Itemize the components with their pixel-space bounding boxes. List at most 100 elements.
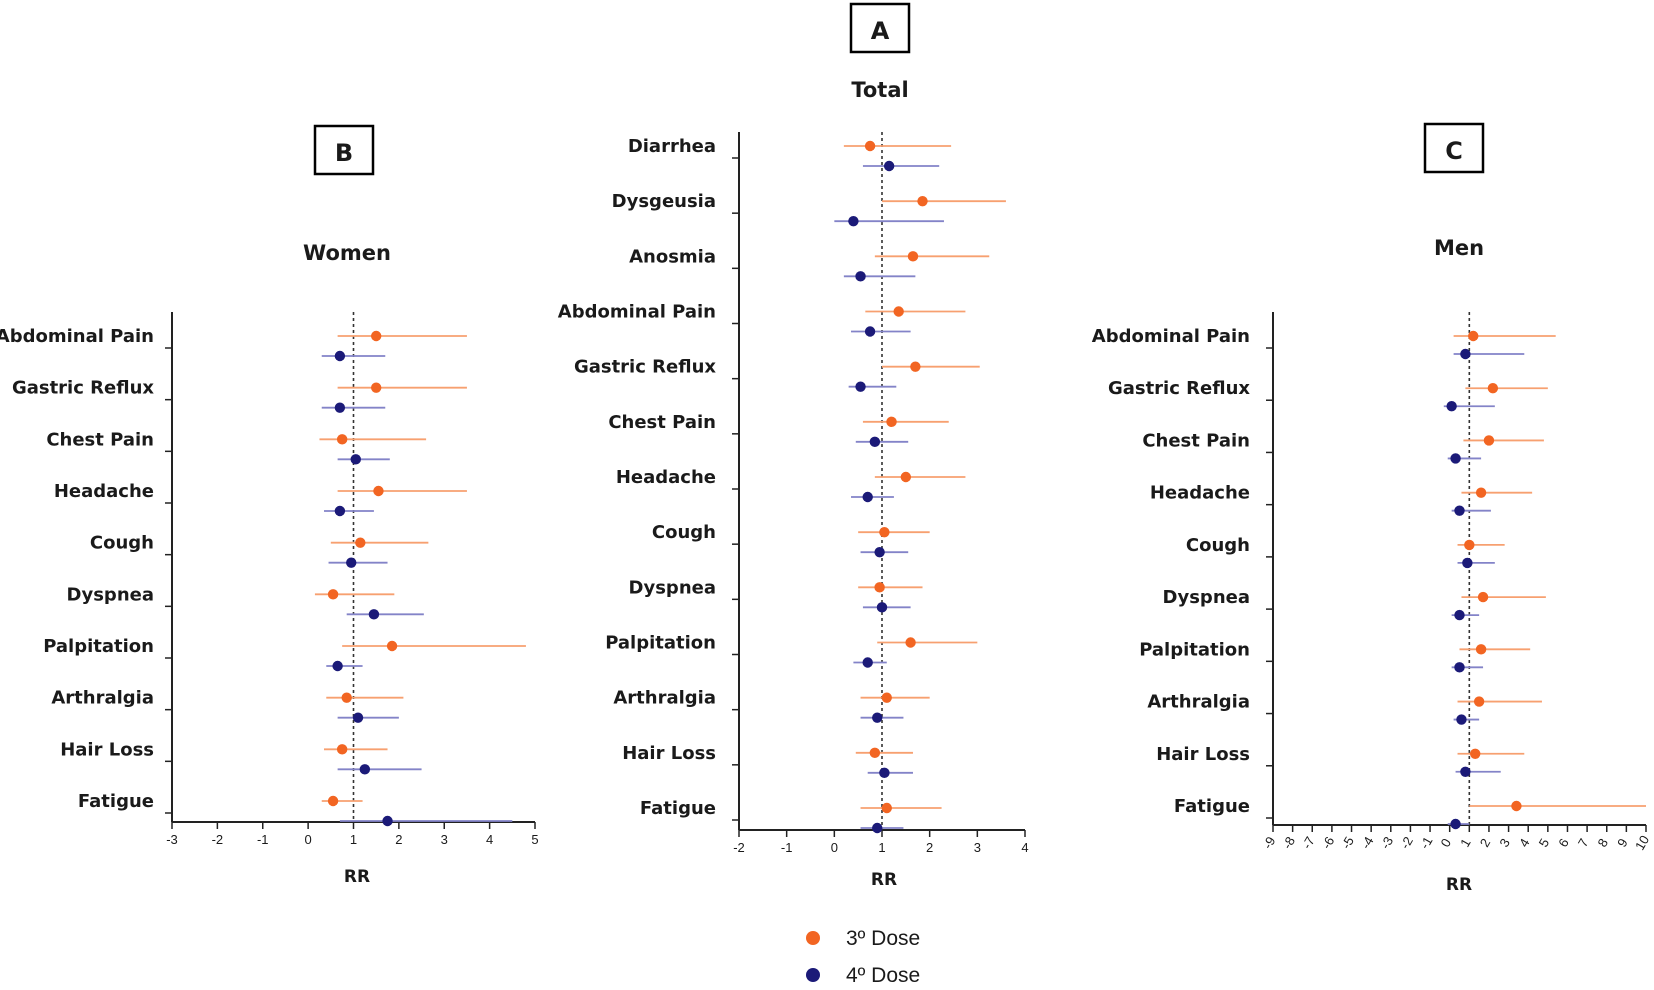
panel-c-dose4-point: [1450, 818, 1461, 830]
panel-a-x-tick-label: -1: [781, 840, 793, 855]
panel-b-dose4-point: [350, 454, 361, 465]
panel-c-dose4-point: [1454, 505, 1465, 516]
panel-c-x-tick-label: 8: [1595, 836, 1612, 850]
panel-a-dose3-point: [910, 361, 921, 372]
panel-c-dose3-point: [1487, 383, 1499, 394]
panel-b-x-tick-label: 5: [531, 832, 538, 847]
panel-b-dose4-point: [368, 609, 380, 620]
panel-b-category-label: Palpitation: [43, 636, 154, 657]
panel-a-letter: A: [871, 17, 890, 45]
panel-c-dose3-point: [1468, 330, 1479, 342]
panel-b-x-tick-label: -3: [166, 832, 178, 847]
panel-a-dose3-point: [864, 140, 876, 152]
panel-c-dose3-point: [1473, 696, 1485, 707]
panel-c-category-label: Hair Loss: [1156, 744, 1250, 765]
legend-dose3-marker: [806, 931, 820, 945]
panel-b-x-tick-label: 3: [441, 832, 448, 847]
panel-b-dose4-point: [334, 350, 346, 362]
panel-b-category-label: Dyspnea: [67, 584, 154, 605]
panel-b-x-axis-label: RR: [344, 867, 370, 887]
panel-b-dose4-point: [352, 712, 364, 723]
panel-a-dose3-point: [900, 471, 912, 483]
panel-b-category-label: Hair Loss: [60, 739, 154, 760]
panel-a-dose4-point: [876, 602, 888, 613]
panel-a-category-label: Gastric Reflux: [574, 357, 716, 378]
panel-b-dose4-point: [346, 557, 357, 568]
panel-a-dose4-point: [872, 822, 883, 834]
panel-b-dose4-point: [334, 402, 346, 413]
panel-c-dose4-point: [1454, 662, 1465, 673]
panel-a-category-label: Dysgeusia: [612, 191, 716, 212]
panel-c-x-tick-label: -9: [1260, 834, 1279, 852]
panel-a-dose3-point: [881, 802, 892, 814]
panel-c-box: [1423, 122, 1485, 174]
panel-a-dose4-point: [855, 381, 866, 392]
panel-c-dose3-point: [1475, 487, 1487, 498]
panel-c-x-tick-label: -7: [1299, 834, 1318, 852]
panel-a-dose4-point: [848, 215, 859, 227]
panel-a-title: Total: [851, 78, 908, 102]
panel-a-x-tick-label: 4: [1021, 840, 1028, 855]
panel-b-category-label: Gastric Reflux: [12, 378, 154, 399]
panel-a-x-tick-label: -2: [733, 840, 745, 855]
panel-c-x-tick-label: 6: [1555, 836, 1572, 850]
panel-c: Men -9 -8 -7 -6 -5 -4 -3 -2 -1 0 1 2 3 4 5 6 7 8 9 10 RR Abdom…: [1092, 236, 1652, 895]
panel-a-dose4-point: [862, 657, 873, 668]
panel-b-category-label: Fatigue: [78, 791, 154, 812]
panel-b-x-tick-label: 0: [305, 832, 312, 847]
panel-a-category-label: Cough: [652, 522, 716, 543]
panel-a-x-axis-label: RR: [871, 870, 897, 890]
panel-a-category-label: Abdominal Pain: [558, 302, 716, 323]
panel-c-title: Men: [1434, 236, 1484, 260]
panel-c-dose4-point: [1450, 453, 1461, 464]
panel-c-x-axis-label: RR: [1446, 875, 1472, 895]
panel-a-dose3-point: [893, 306, 904, 317]
legend-dose3-label: 3º Dose: [846, 927, 920, 950]
panel-b-dose3-point: [373, 485, 384, 497]
panel-c-category-label: Abdominal Pain: [1092, 326, 1250, 347]
panel-c-category-label: Palpitation: [1139, 639, 1250, 660]
panel-a-dose3-point: [886, 416, 897, 428]
panel-c-category-label: Arthralgia: [1147, 692, 1250, 713]
panel-a-x-tick-label: 1: [878, 840, 885, 855]
legend-dose4-marker: [806, 968, 820, 982]
panel-b-dose3-point: [370, 382, 382, 393]
panel-c-category-label: Headache: [1150, 483, 1250, 504]
panel-b-dose3-point: [336, 744, 348, 755]
panel-a-dose4-point: [855, 271, 866, 282]
panel-c-x-tick-label: -3: [1378, 834, 1397, 852]
panel-a-dose3-point: [905, 637, 916, 648]
panel-a-category-label: Diarrhea: [628, 136, 716, 157]
panel-b-dose3-point: [386, 640, 398, 652]
panel-a-x-tick-label: 3: [974, 840, 981, 855]
panel-a-category-label: Headache: [616, 467, 716, 488]
panel-b-dose4-point: [359, 764, 371, 775]
panel-a: Total -2 -1 0 1 2 3 4 RR Diarrhea Dysgeusia Anosmia…: [558, 78, 1029, 890]
panel-a-box: [849, 2, 911, 54]
panel-b-dose4-point: [332, 660, 343, 672]
panel-b-category-label: Arthralgia: [51, 688, 154, 709]
panel-c-dose3-point: [1475, 644, 1487, 655]
panel-a-category-label: Dyspnea: [629, 577, 716, 598]
panel-b-dose3-point: [327, 589, 339, 600]
panel-b-category-label: Abdominal Pain: [0, 326, 154, 347]
panel-c-dose3-point: [1511, 800, 1522, 812]
panel-a-dose3-point: [917, 195, 928, 207]
panel-a-dose4-point: [874, 546, 885, 558]
panel-c-dose4-point: [1456, 714, 1467, 725]
panel-c-dose3-point: [1470, 748, 1481, 759]
panel-b-category-label: Headache: [54, 481, 154, 502]
panel-c-dose3-point: [1464, 539, 1475, 551]
panel-b-letter: B: [335, 139, 353, 167]
panel-c-dose4-point: [1460, 348, 1471, 360]
panel-a-category-label: Hair Loss: [622, 743, 716, 764]
panel-c-category-label: Fatigue: [1174, 796, 1250, 817]
panel-b-box: [313, 124, 375, 176]
panel-c-x-tick-label: 2: [1477, 836, 1494, 850]
panel-b-dose3-point: [336, 434, 348, 445]
panel-b-dose3-point: [327, 795, 339, 807]
panel-c-x-tick-label: 3: [1496, 836, 1513, 850]
panel-b-x-tick-label: 1: [350, 832, 357, 847]
panel-b-x-tick-label: 2: [395, 832, 402, 847]
